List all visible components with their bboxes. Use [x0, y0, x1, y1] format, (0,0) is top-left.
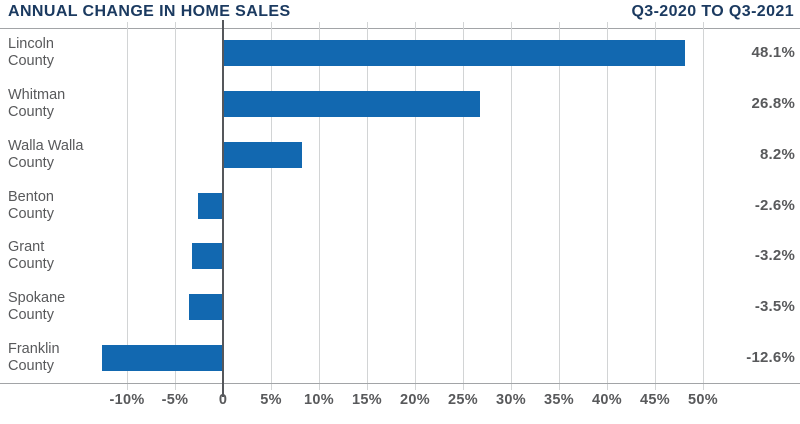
value-label-franklin-county: -12.6%	[746, 349, 795, 366]
category-label-line: County	[8, 104, 54, 120]
gridline	[127, 28, 128, 383]
value-label-spokane-county: -3.5%	[754, 298, 795, 315]
category-label-line: Benton	[8, 189, 54, 205]
x-axis-tick-label: 20%	[400, 392, 430, 408]
category-label-line: Franklin	[8, 341, 60, 357]
zero-axis-line	[222, 20, 224, 397]
x-axis-tick-label: 0	[218, 392, 228, 408]
x-axis-tick-label: 30%	[496, 392, 526, 408]
axis-tick	[511, 22, 512, 28]
value-label-benton-county: -2.6%	[754, 197, 795, 214]
gridline	[511, 28, 512, 383]
x-axis-tick-label: -10%	[109, 392, 145, 408]
axis-tick	[127, 22, 128, 28]
category-label-line: County	[8, 155, 54, 171]
x-axis-tick-label: 10%	[304, 392, 334, 408]
chart-title: ANNUAL CHANGE IN HOME SALES	[8, 3, 291, 20]
gridline	[559, 28, 560, 383]
axis-tick	[415, 384, 416, 390]
axis-tick	[607, 384, 608, 390]
axis-tick	[463, 22, 464, 28]
axis-tick	[271, 384, 272, 390]
axis-tick	[367, 22, 368, 28]
x-axis-tick-label: 15%	[352, 392, 382, 408]
category-label-walla-walla-county: Walla Walla County	[8, 138, 138, 172]
category-label-line: Grant	[8, 239, 45, 255]
axis-tick	[271, 22, 272, 28]
gridline	[463, 28, 464, 383]
plot-top-border	[0, 28, 800, 29]
value-label-grant-county: -3.2%	[754, 247, 795, 264]
bar-walla-walla-county	[223, 142, 302, 168]
gridline	[271, 28, 272, 383]
gridline	[655, 28, 656, 383]
axis-tick	[511, 384, 512, 390]
axis-tick	[319, 384, 320, 390]
x-axis-tick-label: 5%	[260, 392, 282, 408]
axis-tick	[703, 384, 704, 390]
axis-tick	[607, 22, 608, 28]
category-label-line: County	[8, 53, 54, 69]
x-axis-tick-label: 35%	[544, 392, 574, 408]
bar-spokane-county	[189, 294, 223, 320]
category-label-benton-county: Benton County	[8, 189, 138, 223]
chart-period: Q3-2020 TO Q3-2021	[631, 3, 794, 20]
axis-tick	[175, 384, 176, 390]
x-axis-tick-label: 40%	[592, 392, 622, 408]
axis-tick	[703, 22, 704, 28]
category-label-grant-county: Grant County	[8, 239, 138, 273]
category-label-line: Lincoln	[8, 36, 54, 52]
axis-tick	[175, 22, 176, 28]
value-label-lincoln-county: 48.1%	[751, 44, 795, 61]
x-axis-tick-label: 45%	[640, 392, 670, 408]
axis-tick	[415, 22, 416, 28]
category-label-line: County	[8, 256, 54, 272]
bar-grant-county	[192, 243, 223, 269]
axis-tick	[655, 384, 656, 390]
x-axis-tick-label: -5%	[161, 392, 189, 408]
axis-tick	[463, 384, 464, 390]
gridline	[415, 28, 416, 383]
bar-franklin-county	[102, 345, 223, 371]
axis-tick	[655, 22, 656, 28]
category-label-line: County	[8, 307, 54, 323]
value-label-whitman-county: 26.8%	[751, 95, 795, 112]
category-label-line: Walla Walla	[8, 138, 84, 154]
axis-tick	[559, 384, 560, 390]
gridline	[607, 28, 608, 383]
axis-tick	[127, 384, 128, 390]
value-label-walla-walla-county: 8.2%	[760, 146, 795, 163]
category-label-whitman-county: Whitman County	[8, 87, 138, 121]
chart-header: ANNUAL CHANGE IN HOME SALES Q3-2020 TO Q…	[8, 3, 794, 21]
category-label-franklin-county: Franklin County	[8, 341, 138, 375]
gridline	[319, 28, 320, 383]
x-axis-tick-label: 50%	[688, 392, 718, 408]
axis-tick	[319, 22, 320, 28]
gridline	[175, 28, 176, 383]
gridline	[703, 28, 704, 383]
category-label-lincoln-county: Lincoln County	[8, 36, 138, 70]
category-label-line: County	[8, 206, 54, 222]
bar-whitman-county	[223, 91, 481, 117]
plot-bottom-border	[0, 383, 800, 384]
x-axis-tick-label: 25%	[448, 392, 478, 408]
category-label-line: County	[8, 358, 54, 374]
gridline	[367, 28, 368, 383]
axis-tick	[559, 22, 560, 28]
category-label-spokane-county: Spokane County	[8, 290, 138, 324]
category-label-line: Spokane	[8, 290, 66, 306]
bar-benton-county	[198, 193, 223, 219]
bar-lincoln-county	[223, 40, 685, 66]
category-label-line: Whitman	[8, 87, 66, 103]
axis-tick	[367, 384, 368, 390]
